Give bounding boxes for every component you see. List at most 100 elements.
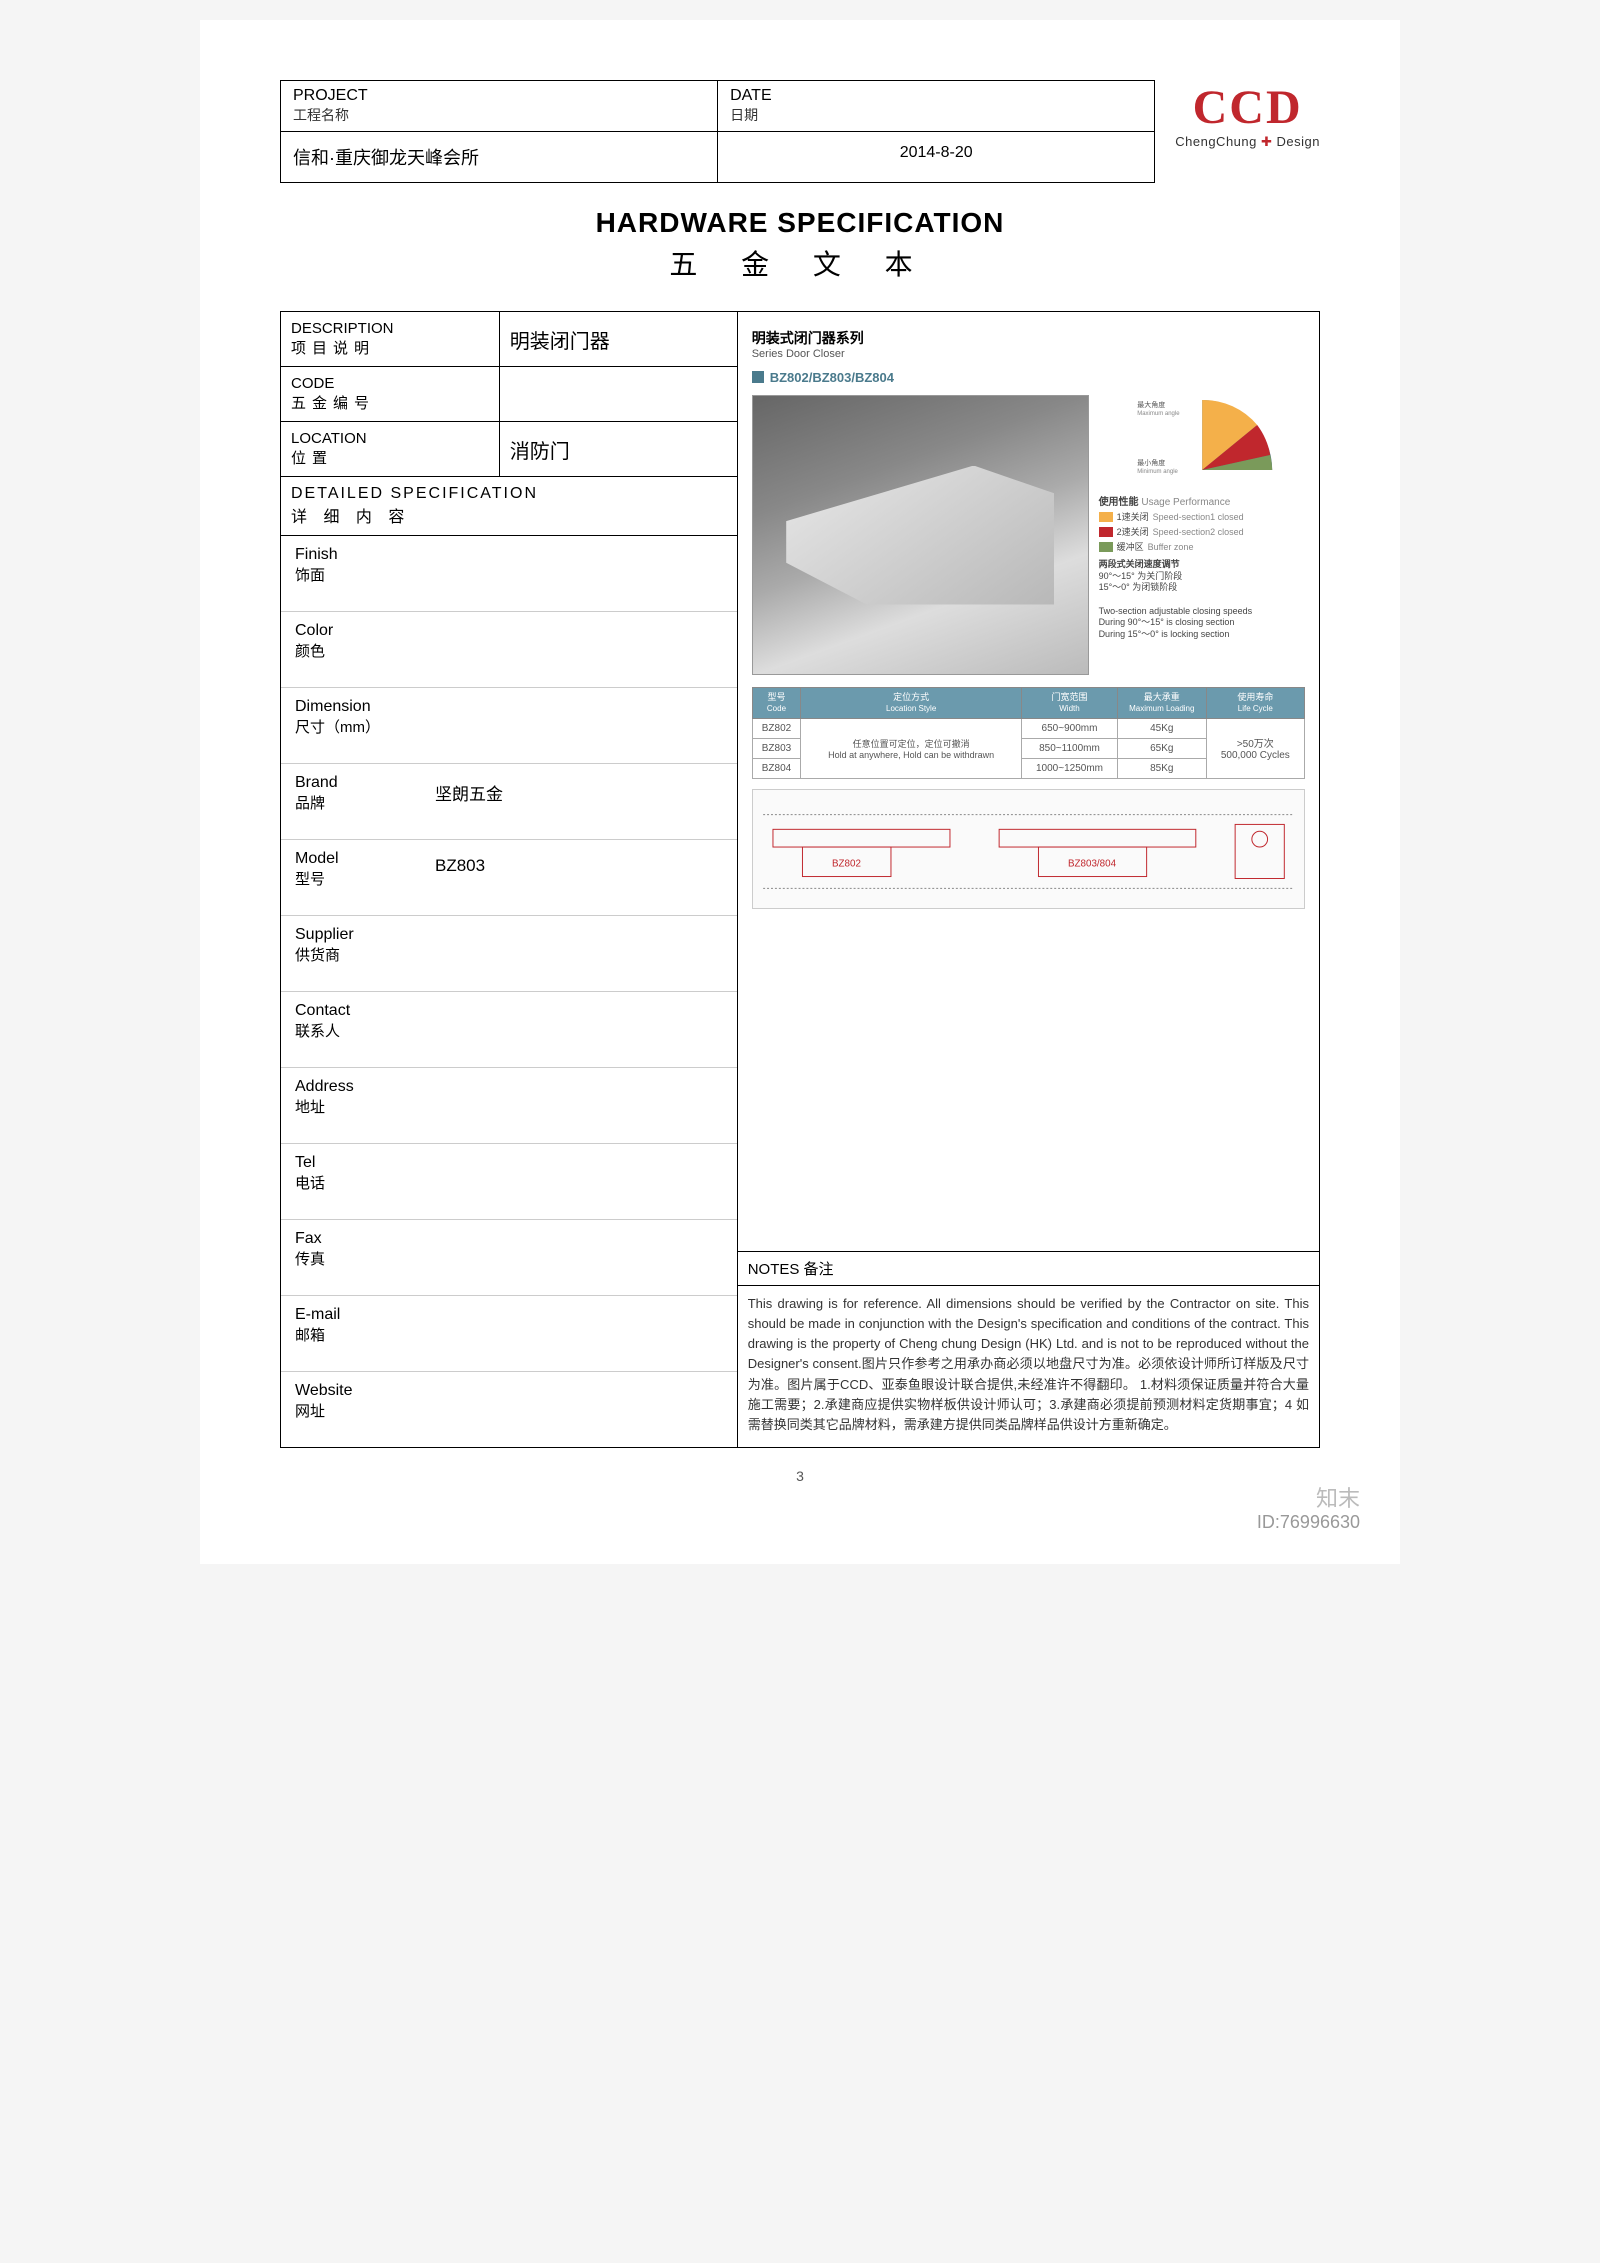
- svg-text:Minimum angle: Minimum angle: [1137, 469, 1178, 475]
- logo-subtitle: ChengChung ✚ Design: [1175, 134, 1320, 150]
- spec-row: LOCATION位置 消防门: [281, 422, 737, 477]
- detail-label: Finish饰面: [295, 546, 435, 585]
- svg-text:BZ802: BZ802: [832, 858, 861, 869]
- detail-label: Tel电话: [295, 1154, 435, 1193]
- table-header: 定位方式Location Style: [801, 688, 1022, 719]
- date-label-cn: 日期: [730, 107, 758, 123]
- spec-value: 消防门: [500, 422, 737, 476]
- page-number: 3: [280, 1468, 1320, 1484]
- spec-label: DESCRIPTION项目说明: [281, 312, 500, 366]
- detail-value: [435, 1078, 723, 1117]
- svg-text:最小角度: 最小角度: [1137, 458, 1165, 467]
- title-cn: 五 金 文 本: [280, 243, 1320, 283]
- watermark: 知末 ID:76996630: [1257, 1486, 1360, 1534]
- project-label-en: PROJECT: [293, 87, 368, 104]
- model-line: BZ802/BZ803/BZ804: [752, 370, 1305, 385]
- header-table: PROJECT 工程名称 DATE 日期 信和·重庆御龙天峰会所 2014-8-…: [280, 80, 1155, 183]
- left-column: DESCRIPTION项目说明 明装闭门器 CODE五金编号 LOCATION位…: [281, 312, 738, 1447]
- detail-list: Finish饰面 Color颜色 Dimension尺寸（mm） Brand品牌…: [281, 536, 737, 1447]
- detail-label: Supplier供货商: [295, 926, 435, 965]
- spec-row: DESCRIPTION项目说明 明装闭门器: [281, 312, 737, 367]
- detail-label: Address地址: [295, 1078, 435, 1117]
- detail-item: Dimension尺寸（mm）: [281, 688, 737, 764]
- logo-text: CCD: [1175, 84, 1320, 132]
- adjust-note: 两段式关闭速度调节 90°～15° 为关门阶段 15°～0° 为闭锁阶段 Two…: [1099, 559, 1305, 641]
- detail-label: Website网址: [295, 1382, 435, 1421]
- technical-drawing: BZ802 BZ803/804: [752, 789, 1305, 909]
- spec-value: 明装闭门器: [500, 312, 737, 366]
- usage-title: 使用性能 Usage Performance: [1099, 493, 1305, 508]
- detail-item: Brand品牌 坚朗五金: [281, 764, 737, 840]
- detailed-header-en: DETAILED SPECIFICATION: [291, 485, 727, 503]
- date-value: 2014-8-20: [718, 132, 1155, 183]
- detail-label: Color颜色: [295, 622, 435, 661]
- notes-header: NOTES 备注: [738, 1251, 1319, 1285]
- svg-text:Maximum angle: Maximum angle: [1137, 411, 1180, 417]
- logo: CCD ChengChung ✚ Design: [1175, 80, 1320, 150]
- detail-label: Contact联系人: [295, 1002, 435, 1041]
- project-label-cell: PROJECT 工程名称: [281, 81, 718, 132]
- spec-row: CODE五金编号: [281, 367, 737, 422]
- legend-swatch: [1099, 542, 1113, 552]
- product-flex: 最大角度 Maximum angle 最小角度 Minimum angle 使用…: [752, 395, 1305, 675]
- angle-diagram: 最大角度 Maximum angle 最小角度 Minimum angle: [1099, 395, 1305, 485]
- detail-value: 坚朗五金: [435, 774, 723, 813]
- detail-item: Tel电话: [281, 1144, 737, 1220]
- project-value: 信和·重庆御龙天峰会所: [281, 132, 718, 183]
- detail-item: Contact联系人: [281, 992, 737, 1068]
- document-page: PROJECT 工程名称 DATE 日期 信和·重庆御龙天峰会所 2014-8-…: [200, 20, 1400, 1564]
- legend-item: 2速关闭 Speed-section2 closed: [1099, 525, 1305, 538]
- product-image: [752, 395, 1089, 675]
- detail-item: E-mail邮箱: [281, 1296, 737, 1372]
- table-header: 型号Code: [752, 688, 801, 719]
- right-column: 明装式闭门器系列 Series Door Closer BZ802/BZ803/…: [738, 312, 1319, 1447]
- table-row: BZ802任意位置可定位，定位可撤消 Hold at anywhere, Hol…: [752, 718, 1304, 738]
- detailed-header-cn: 详 细 内 容: [291, 503, 727, 527]
- detail-value: [435, 1306, 723, 1345]
- detailed-spec-header: DETAILED SPECIFICATION 详 细 内 容: [281, 477, 737, 536]
- spec-value: [500, 367, 737, 421]
- notes-body: This drawing is for reference. All dimen…: [738, 1285, 1319, 1447]
- detail-label: Model型号: [295, 850, 435, 889]
- table-header: 最大承重Maximum Loading: [1117, 688, 1206, 719]
- table-header: 门宽范围Width: [1022, 688, 1118, 719]
- page-title: HARDWARE SPECIFICATION 五 金 文 本: [280, 207, 1320, 283]
- usage-column: 最大角度 Maximum angle 最小角度 Minimum angle 使用…: [1099, 395, 1305, 675]
- detail-label: Brand品牌: [295, 774, 435, 813]
- detail-value: [435, 698, 723, 737]
- detail-value: BZ803: [435, 850, 723, 889]
- detail-item: Fax传真: [281, 1220, 737, 1296]
- detail-item: Finish饰面: [281, 536, 737, 612]
- detail-value: [435, 622, 723, 661]
- legend-swatch: [1099, 512, 1113, 522]
- date-label-en: DATE: [730, 87, 771, 104]
- detail-value: [435, 546, 723, 585]
- svg-text:最大角度: 最大角度: [1137, 400, 1165, 409]
- plus-icon: ✚: [1261, 134, 1272, 149]
- main-spec-box: DESCRIPTION项目说明 明装闭门器 CODE五金编号 LOCATION位…: [280, 311, 1320, 1448]
- detail-value: [435, 1154, 723, 1193]
- detail-value: [435, 1230, 723, 1269]
- legend-item: 缓冲区 Buffer zone: [1099, 540, 1305, 553]
- detail-value: [435, 1002, 723, 1041]
- project-label-cn: 工程名称: [293, 107, 349, 123]
- svg-text:BZ803/804: BZ803/804: [1068, 858, 1117, 869]
- spec-label: LOCATION位置: [281, 422, 500, 476]
- detail-label: Fax传真: [295, 1230, 435, 1269]
- date-label-cell: DATE 日期: [718, 81, 1155, 132]
- detail-value: [435, 926, 723, 965]
- detail-label: Dimension尺寸（mm）: [295, 698, 435, 737]
- detail-item: Address地址: [281, 1068, 737, 1144]
- product-spec-table: 型号Code定位方式Location Style门宽范围Width最大承重Max…: [752, 687, 1305, 779]
- table-header: 使用寿命Life Cycle: [1206, 688, 1304, 719]
- detail-label: E-mail邮箱: [295, 1306, 435, 1345]
- header-row: PROJECT 工程名称 DATE 日期 信和·重庆御龙天峰会所 2014-8-…: [280, 80, 1320, 183]
- series-title: 明装式闭门器系列 Series Door Closer: [752, 328, 1305, 360]
- title-en: HARDWARE SPECIFICATION: [280, 207, 1320, 239]
- detail-item: Color颜色: [281, 612, 737, 688]
- legend-swatch: [1099, 527, 1113, 537]
- legend-item: 1速关闭 Speed-section1 closed: [1099, 510, 1305, 523]
- spec-label: CODE五金编号: [281, 367, 500, 421]
- detail-item: Supplier供货商: [281, 916, 737, 992]
- detail-item: Model型号 BZ803: [281, 840, 737, 916]
